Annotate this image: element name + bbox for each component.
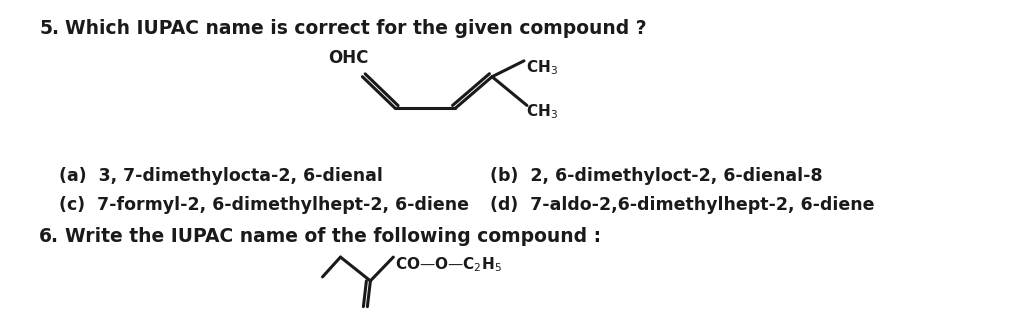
Text: OHC: OHC bbox=[329, 49, 369, 67]
Text: (d)  7-aldo-2,6-dimethylhept-2, 6-diene: (d) 7-aldo-2,6-dimethylhept-2, 6-diene bbox=[490, 196, 874, 214]
Text: 5.: 5. bbox=[39, 19, 59, 38]
Text: Which IUPAC name is correct for the given compound ?: Which IUPAC name is correct for the give… bbox=[66, 19, 647, 38]
Text: CH$_3$: CH$_3$ bbox=[526, 58, 558, 77]
Text: (a)  3, 7-dimethylocta-2, 6-dienal: (a) 3, 7-dimethylocta-2, 6-dienal bbox=[59, 167, 383, 185]
Text: CH$_3$: CH$_3$ bbox=[526, 103, 558, 121]
Text: CO—O—C$_2$H$_5$: CO—O—C$_2$H$_5$ bbox=[395, 255, 502, 274]
Text: (c)  7-formyl-2, 6-dimethylhept-2, 6-diene: (c) 7-formyl-2, 6-dimethylhept-2, 6-dien… bbox=[59, 196, 469, 214]
Text: Write the IUPAC name of the following compound :: Write the IUPAC name of the following co… bbox=[66, 227, 601, 246]
Text: (b)  2, 6-dimethyloct-2, 6-dienal-8: (b) 2, 6-dimethyloct-2, 6-dienal-8 bbox=[490, 167, 822, 185]
Text: 6.: 6. bbox=[39, 227, 59, 246]
